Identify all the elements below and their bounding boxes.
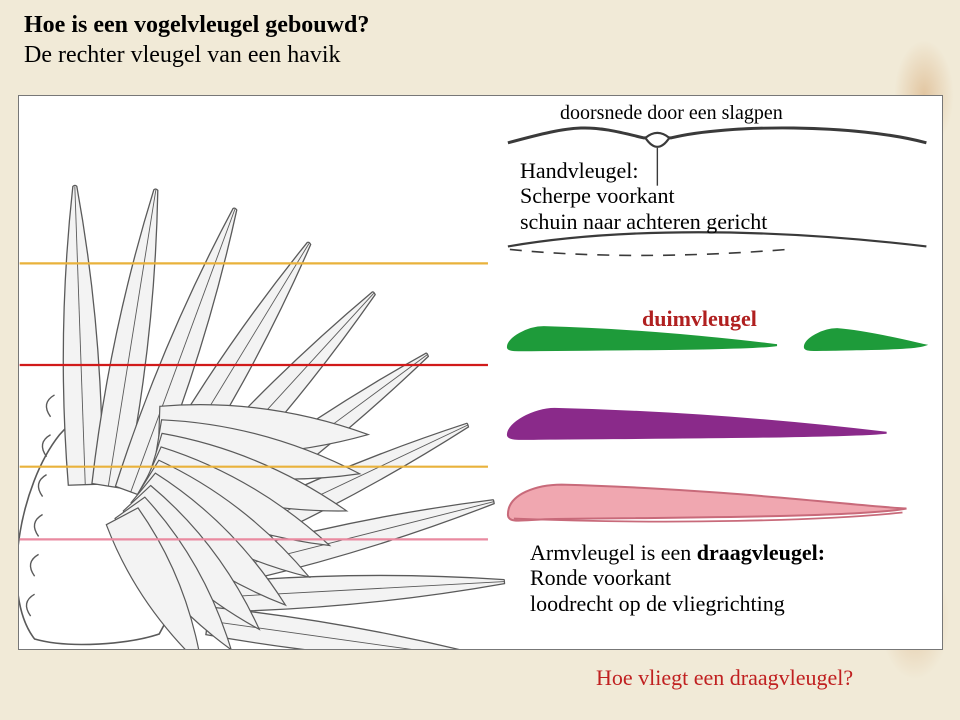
page-title: Hoe is een vogelvleugel gebouwd? (24, 12, 369, 39)
handvleugel-label-line: schuin naar achteren gericht (520, 209, 767, 234)
armvleugel-label-line: Armvleugel is een draagvleugel: (530, 540, 825, 565)
armvleugel-label-bold: draagvleugel: (697, 540, 825, 565)
armvleugel-label-line: loodrecht op de vliegrichting (530, 591, 825, 616)
duimvleugel-label: duimvleugel (642, 306, 757, 332)
handvleugel-label: Handvleugel: Scherpe voorkant schuin naa… (520, 158, 767, 234)
bottom-question: Hoe vliegt een draagvleugel? (596, 665, 853, 691)
handvleugel-label-line: Handvleugel: (520, 158, 767, 183)
page-subtitle: De rechter vleugel van een havik (24, 42, 341, 69)
armvleugel-label: Armvleugel is een draagvleugel: Ronde vo… (530, 540, 825, 616)
slagpen-label: doorsnede door een slagpen (560, 102, 783, 125)
armvleugel-label-text: Armvleugel is een (530, 540, 697, 565)
page: Hoe is een vogelvleugel gebouwd? De rech… (0, 0, 960, 720)
armvleugel-label-line: Ronde voorkant (530, 565, 825, 590)
handvleugel-label-line: Scherpe voorkant (520, 183, 767, 208)
